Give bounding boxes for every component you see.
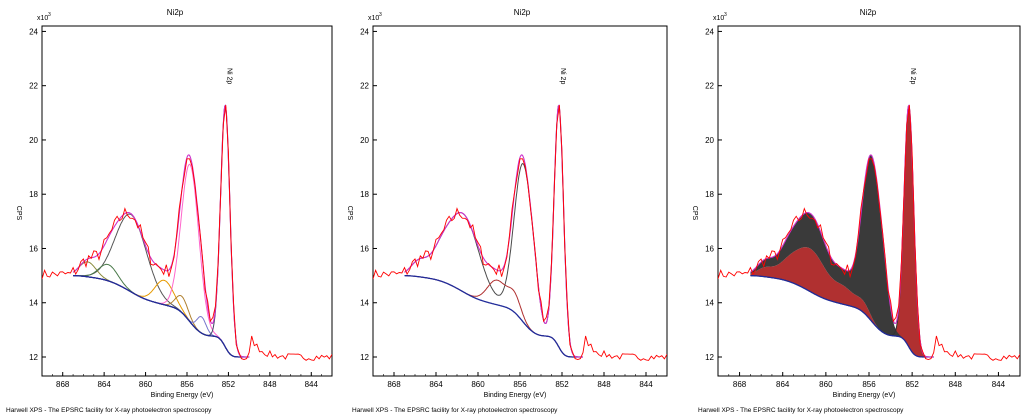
background-line	[73, 274, 250, 358]
y-tick-label: 16	[705, 244, 714, 253]
x-tick-label: 848	[949, 380, 963, 389]
peak-annotation: Ni 2p	[909, 68, 916, 84]
x-tick-label: 848	[597, 380, 611, 389]
y-multiplier-label: x10	[368, 15, 379, 22]
plot-frame	[41, 25, 333, 377]
x-tick-label: 856	[862, 380, 876, 389]
chart-panel-components: Ni2p x10 3 CPS 12 14 16 18 20 22 24 868 864 860 856 852…	[6, 8, 333, 414]
plot-area	[42, 104, 332, 361]
x-tick-label: 860	[819, 380, 833, 389]
satellite-area	[750, 105, 934, 357]
y-tick-label: 12	[29, 353, 38, 362]
y-tick-label: 18	[360, 190, 369, 199]
x-tick-label: 864	[429, 380, 443, 389]
y-tick-label: 22	[705, 82, 714, 91]
plot-frame	[372, 25, 668, 377]
y-tick-label: 14	[29, 299, 38, 308]
peak-annotation: Ni 2p	[225, 68, 232, 84]
y-tick-label: 22	[360, 82, 369, 91]
y-tick-label: 20	[705, 136, 714, 145]
x-tick-label: 844	[305, 380, 319, 389]
y-tick-label: 12	[360, 353, 369, 362]
chart-panel-grouped: Ni2p x10 3 CPS 12 14 16 18 20 22 24 868 864 860 856 852…	[346, 8, 668, 414]
y-tick-label: 20	[360, 136, 369, 145]
y-tick-label: 12	[705, 353, 714, 362]
plot-area	[373, 104, 667, 361]
chart-panel-filled: Ni2p x10 3 CPS 12 14 16 18 20 22 24 868 864 860 856 852…	[691, 8, 1021, 414]
y-tick-label: 14	[705, 299, 714, 308]
y-tick-label: 14	[360, 299, 369, 308]
x-axis-label: Binding Energy (eV)	[833, 392, 896, 399]
chart-title: Ni2p	[514, 8, 531, 17]
raw-data-line	[718, 105, 1020, 361]
x-tick-label: 852	[222, 380, 236, 389]
x-tick-label: 860	[139, 380, 153, 389]
y-tick-label: 16	[360, 244, 369, 253]
y-tick-label: 20	[29, 136, 38, 145]
y-tick-label: 22	[29, 82, 38, 91]
background-line	[750, 274, 934, 358]
main-area	[750, 154, 934, 357]
y-tick-label: 24	[360, 27, 369, 36]
chart-title: Ni2p	[167, 8, 184, 17]
x-tick-label: 844	[639, 380, 653, 389]
x-tick-label: 868	[733, 380, 747, 389]
plot-area	[718, 104, 1020, 361]
y-tick-label: 16	[29, 244, 38, 253]
x-axis-label: Binding Energy (eV)	[151, 392, 214, 399]
y-axis-label: CPS	[346, 206, 353, 221]
x-tick-label: 860	[471, 380, 485, 389]
y-multiplier-exponent: 3	[379, 12, 382, 18]
chart-title: Ni2p	[860, 8, 877, 17]
raw-data-line	[373, 105, 667, 361]
raw-data-line	[42, 105, 332, 361]
background-line	[404, 274, 583, 358]
x-tick-label: 852	[555, 380, 569, 389]
x-tick-label: 852	[905, 380, 919, 389]
footer-credit: Harwell XPS - The EPSRC facility for X-r…	[352, 407, 558, 414]
x-tick-label: 856	[180, 380, 194, 389]
x-axis-label: Binding Energy (eV)	[484, 392, 547, 399]
y-multiplier-label: x10	[713, 15, 724, 22]
y-tick-label: 24	[705, 27, 714, 36]
y-multiplier-exponent: 3	[724, 12, 727, 18]
y-multiplier-exponent: 3	[48, 12, 51, 18]
peak-annotation: Ni 2p	[559, 68, 566, 84]
x-tick-label: 848	[263, 380, 277, 389]
x-tick-label: 868	[56, 380, 70, 389]
x-tick-label: 844	[992, 380, 1006, 389]
footer-credit: Harwell XPS - The EPSRC facility for X-r…	[6, 407, 212, 414]
y-tick-label: 24	[29, 27, 38, 36]
y-multiplier-label: x10	[37, 15, 48, 22]
footer-credit: Harwell XPS - The EPSRC facility for X-r…	[698, 407, 904, 414]
y-tick-label: 18	[705, 190, 714, 199]
x-tick-label: 868	[387, 380, 401, 389]
y-axis-label: CPS	[691, 206, 698, 221]
x-tick-label: 856	[513, 380, 527, 389]
y-tick-label: 18	[29, 190, 38, 199]
x-tick-label: 864	[776, 380, 790, 389]
y-axis-label: CPS	[15, 206, 22, 221]
x-tick-label: 864	[97, 380, 111, 389]
